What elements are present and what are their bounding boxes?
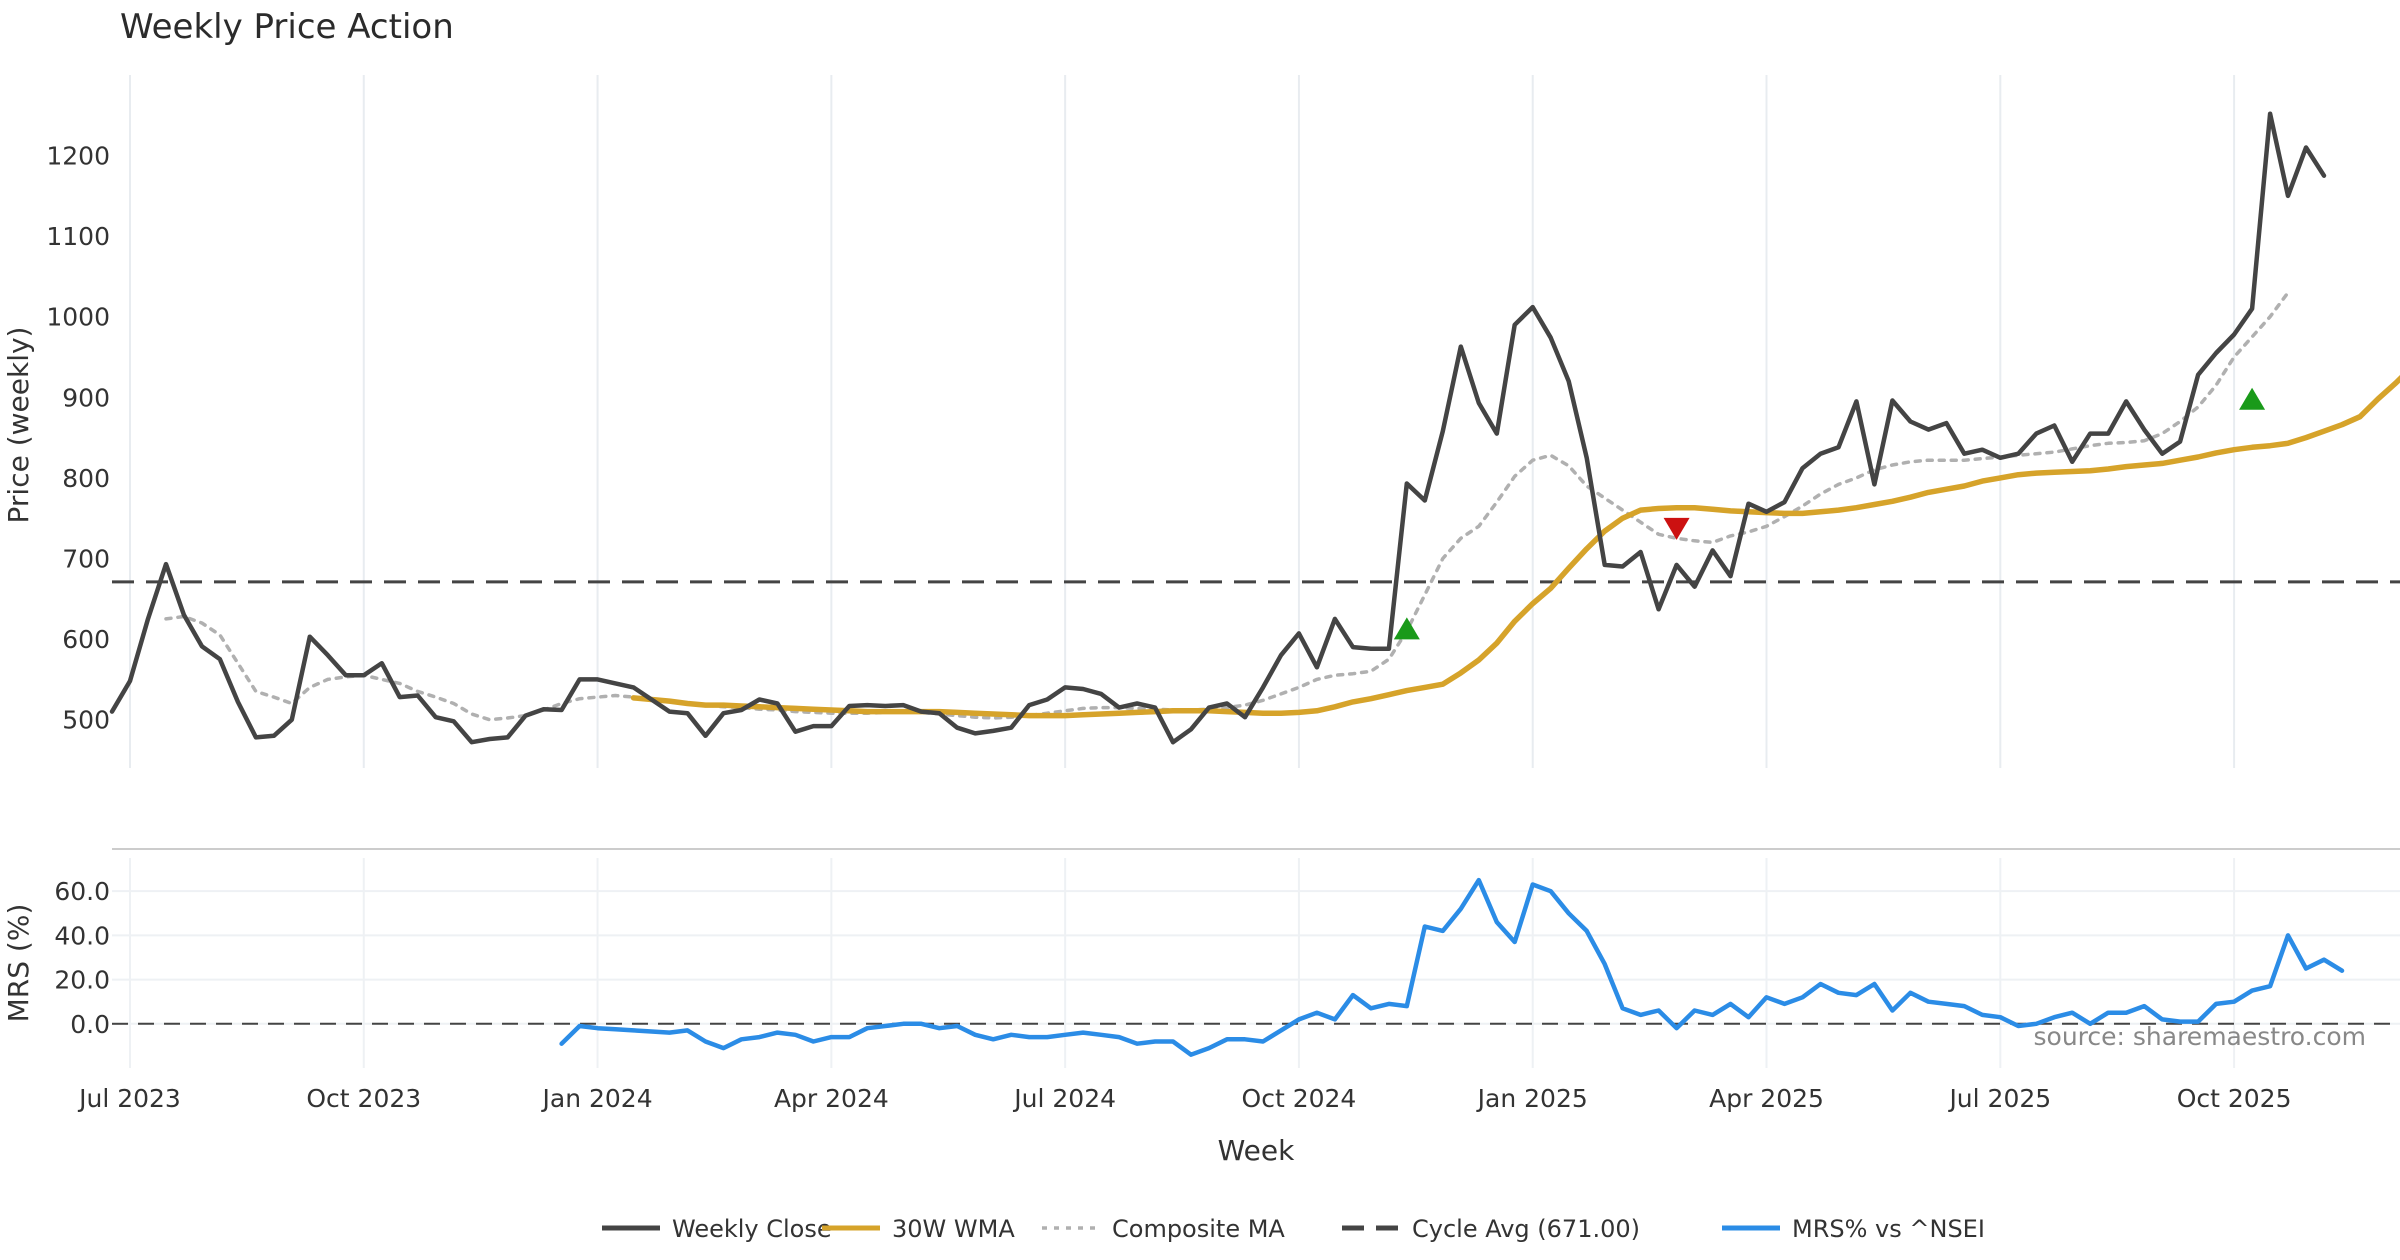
- mrs-panel-grid: [112, 858, 2400, 1068]
- mrs-y-tick-label: 0.0: [70, 1010, 110, 1039]
- legend-label: Composite MA: [1112, 1215, 1285, 1243]
- x-tick-label: Apr 2024: [774, 1084, 889, 1113]
- price-panel-grid: [128, 75, 2236, 768]
- series-layer: [109, 111, 2400, 1057]
- mrs-y-tick-label: 20.0: [54, 966, 110, 995]
- source-label: source: sharemaestro.com: [2034, 1022, 2367, 1051]
- legend-label: Weekly Close: [672, 1215, 832, 1243]
- x-tick-label: Oct 2025: [2177, 1084, 2292, 1113]
- x-axis-title: Week: [1218, 1134, 1295, 1167]
- mrs-y-tick-label: 60.0: [54, 877, 110, 906]
- price-y-tick-label: 900: [62, 383, 110, 412]
- series-weekly-close: [109, 111, 2327, 745]
- x-ticks: Jul 2023 Oct 2023 Jan 2024 Apr 2024 Jul 2024…: [77, 1084, 2291, 1113]
- price-y-tick-label: 1100: [46, 222, 110, 251]
- price-y-tick-label: 800: [62, 464, 110, 493]
- x-tick-label: Oct 2023: [306, 1084, 421, 1113]
- buy-signal-marker: [2239, 387, 2266, 410]
- mrs-y-tick-label: 40.0: [54, 921, 110, 950]
- x-tick-label: Jul 2024: [1012, 1084, 1116, 1113]
- legend: Weekly Close 30W WMA Composite MA Cycle Avg…: [602, 1215, 1985, 1243]
- price-y-ticks: 500 600 700 800 900 1000 1100 1200: [46, 142, 110, 735]
- x-tick-label: Oct 2024: [1242, 1084, 1357, 1113]
- price-y-tick-label: 700: [62, 544, 110, 573]
- series-composite-ma: [164, 290, 2290, 722]
- legend-label: Cycle Avg (671.00): [1412, 1215, 1640, 1243]
- price-y-tick-label: 1200: [46, 142, 110, 171]
- series-30w-wma: [630, 374, 2400, 719]
- buy-signal-marker: [1393, 617, 1420, 640]
- legend-label: 30W WMA: [892, 1215, 1015, 1243]
- legend-label: MRS% vs ^NSEI: [1792, 1215, 1985, 1243]
- mrs-y-ticks: 0.0 20.0 40.0 60.0: [54, 877, 110, 1039]
- series-mrs-vs-nsei: [559, 877, 2345, 1057]
- sell-signal-marker: [1663, 517, 1690, 540]
- x-tick-label: Jul 2023: [77, 1084, 181, 1113]
- x-tick-label: Jan 2025: [1476, 1084, 1588, 1113]
- price-y-tick-label: 500: [62, 706, 110, 735]
- chart-title: Weekly Price Action: [120, 7, 454, 47]
- signal-markers: [1393, 387, 2266, 640]
- price-y-axis-title: Price (weekly): [2, 327, 35, 524]
- price-y-tick-label: 600: [62, 625, 110, 654]
- x-tick-label: Jul 2025: [1947, 1084, 2051, 1113]
- x-tick-label: Apr 2025: [1709, 1084, 1824, 1113]
- price-y-tick-label: 1000: [46, 303, 110, 332]
- mrs-y-axis-title: MRS (%): [2, 904, 35, 1023]
- x-tick-label: Jan 2024: [541, 1084, 653, 1113]
